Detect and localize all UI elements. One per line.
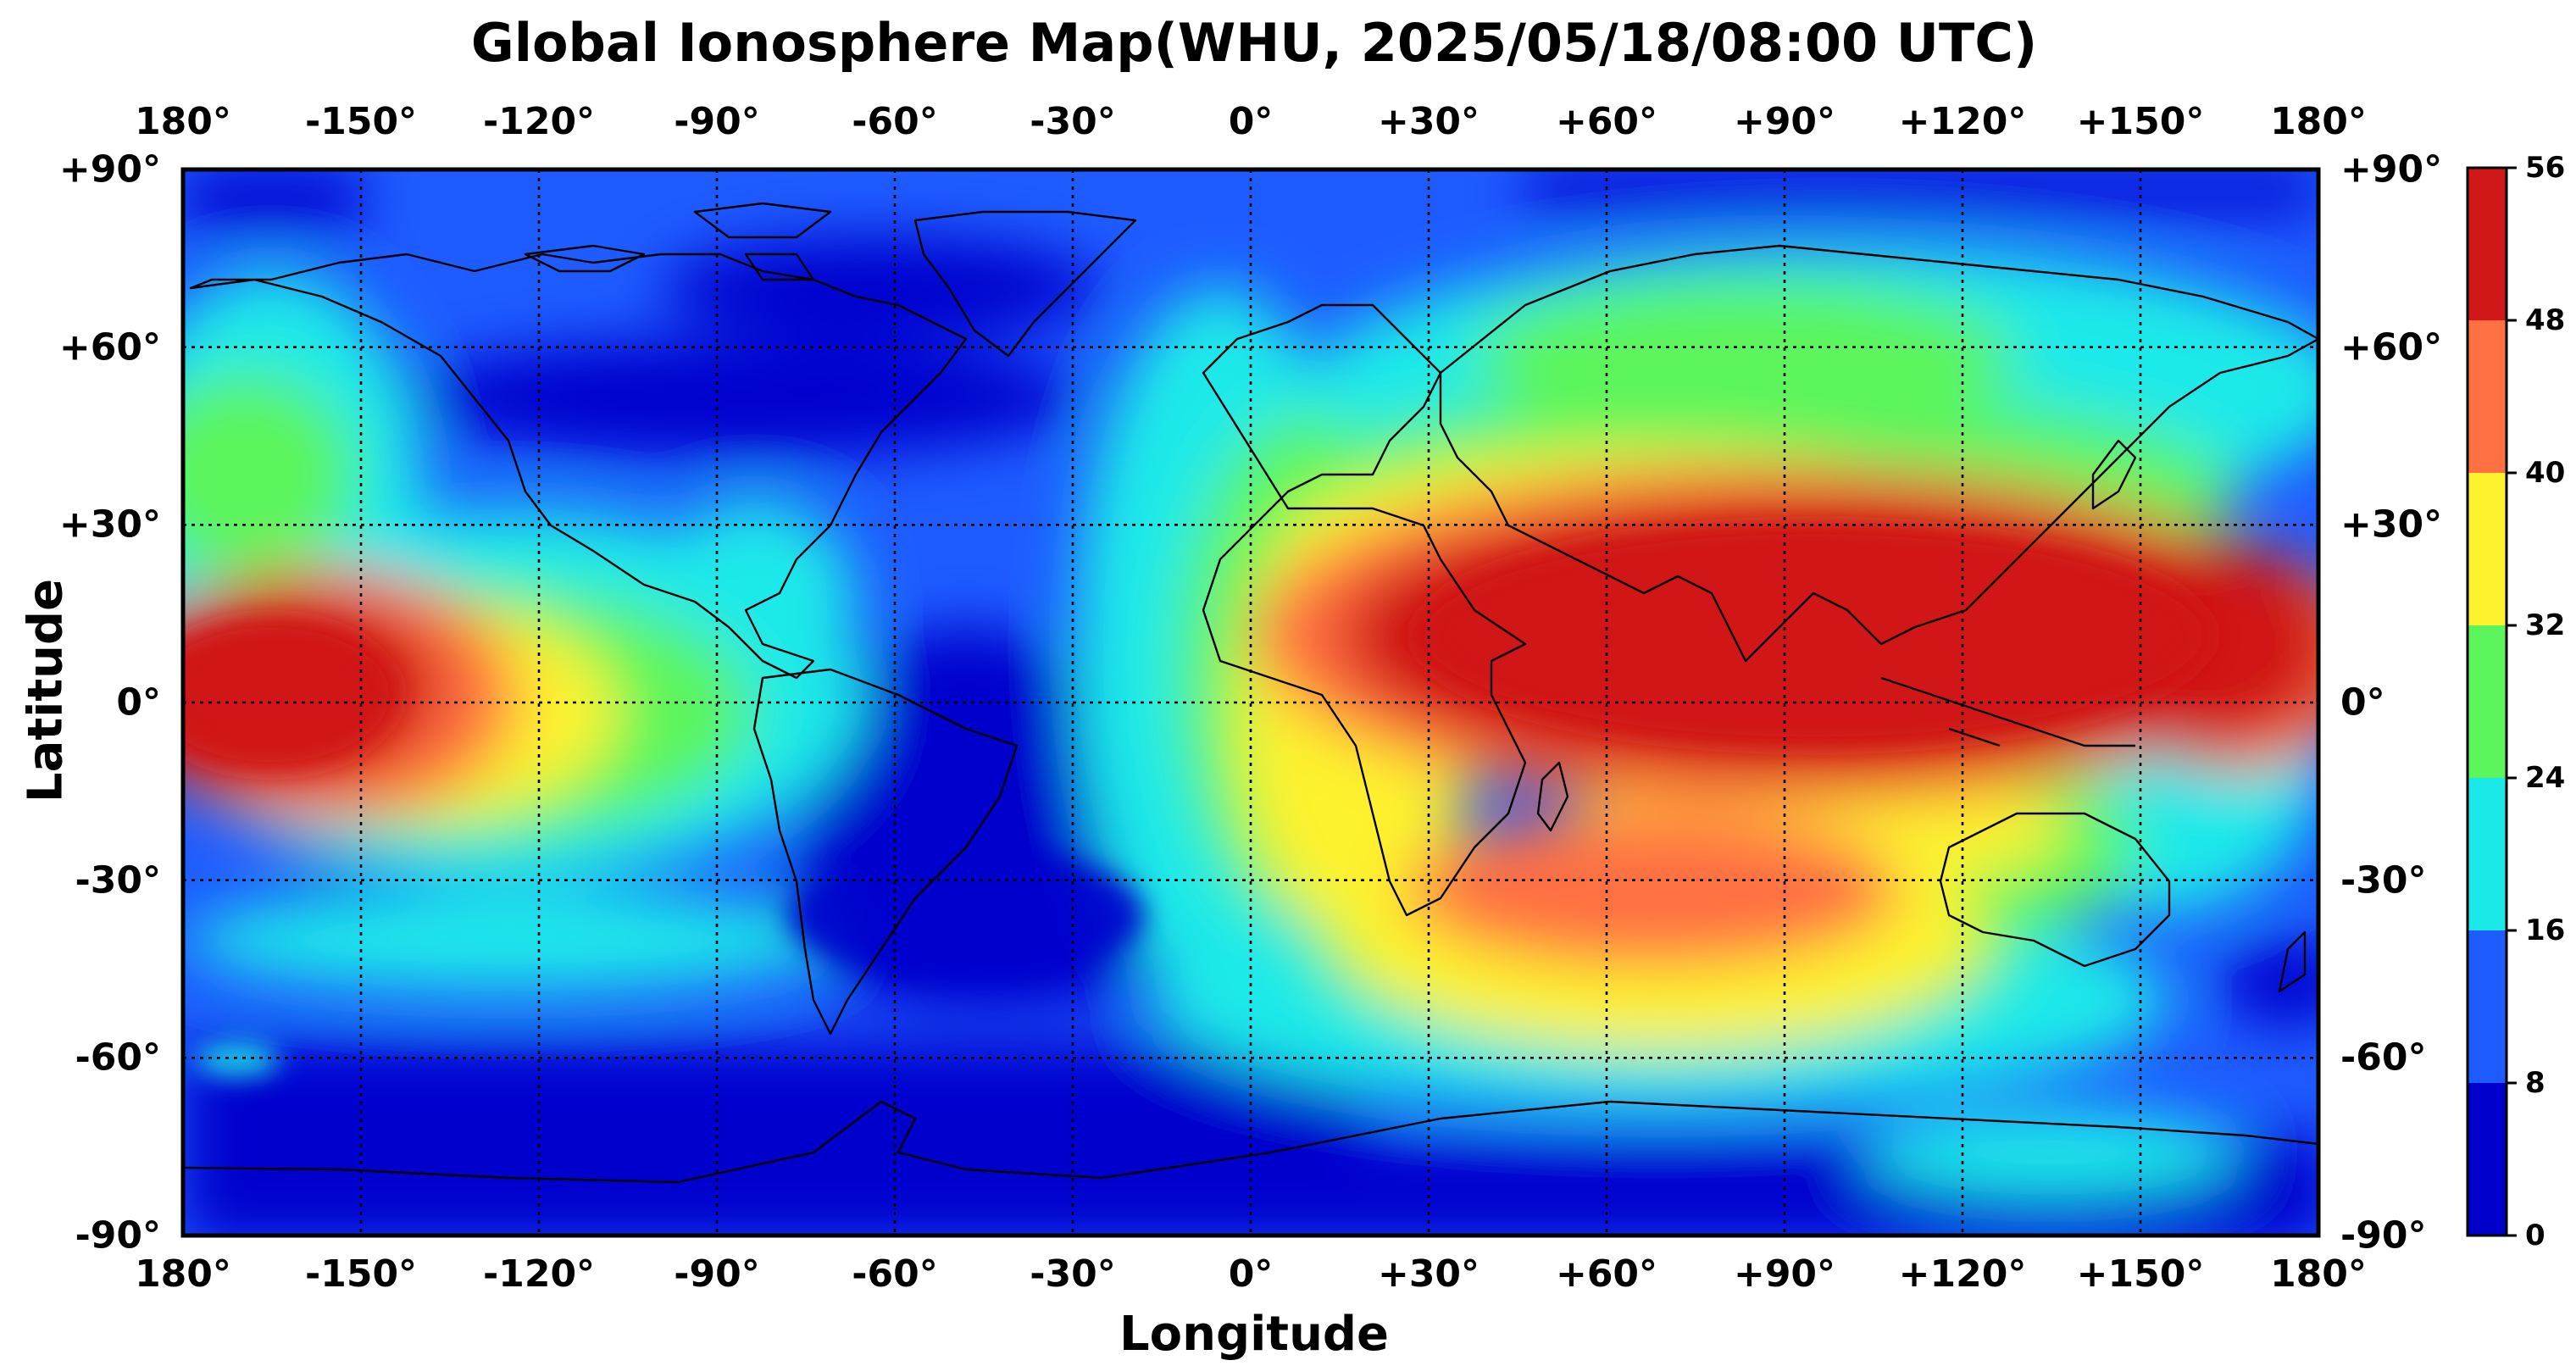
- x-tick-label-bottom: +120°: [1898, 1252, 2027, 1296]
- x-tick-label-top: +120°: [1898, 100, 2027, 143]
- y-tick-label-left: -30°: [75, 858, 162, 902]
- tec-field-detail: [183, 525, 2212, 1076]
- y-tick-label-left: -90°: [75, 1213, 162, 1258]
- x-tick-label-top: 0°: [1228, 100, 1274, 143]
- y-tick-label-right: +90°: [2340, 147, 2443, 192]
- y-tick-label-right: -90°: [2340, 1213, 2427, 1258]
- colorbar-tick-label: 48: [2525, 303, 2566, 337]
- x-tick-label-top: -30°: [1030, 100, 1116, 143]
- chart-title: Global Ionosphere Map(WHU, 2025/05/18/08…: [470, 12, 2038, 74]
- colorbar-tick-label: 24: [2525, 761, 2566, 795]
- x-tick-label-bottom: +60°: [1555, 1252, 1658, 1296]
- x-tick-label-bottom: -90°: [674, 1252, 760, 1296]
- colorbar-tick-label: 32: [2525, 608, 2566, 642]
- y-tick-label-left: +60°: [58, 325, 161, 369]
- x-tick-label-top: -60°: [852, 100, 938, 143]
- x-tick-label-bottom: +30°: [1377, 1252, 1480, 1296]
- colorbar-tick-label: 40: [2525, 456, 2566, 490]
- colorbar-tick-label: 16: [2525, 913, 2566, 947]
- map-frame: [180, 167, 2321, 1238]
- x-tick-label-bottom: 0°: [1228, 1252, 1274, 1296]
- x-tick-label-top: +150°: [2076, 100, 2205, 143]
- x-tick-label-bottom: -60°: [852, 1252, 938, 1296]
- x-axis-label: Longitude: [1119, 1307, 1390, 1362]
- y-tick-label-right: +30°: [2340, 503, 2443, 547]
- x-tick-label-bottom: 180°: [2270, 1252, 2367, 1296]
- colorbar-tick-label: 8: [2525, 1066, 2545, 1100]
- y-tick-label-right: -60°: [2340, 1036, 2427, 1080]
- colorbar-frame: [2466, 166, 2508, 1237]
- x-tick-label-bottom: -120°: [482, 1252, 596, 1296]
- y-tick-label-left: -60°: [75, 1036, 162, 1080]
- colorbar-tick-label: 0: [2525, 1219, 2545, 1252]
- map-plot-area: [183, 169, 2318, 1236]
- y-tick-label-right: 0°: [2340, 680, 2385, 725]
- x-tick-label-bottom: +150°: [2076, 1252, 2205, 1296]
- colorbar: [2466, 166, 2508, 1237]
- y-tick-label-left: +30°: [58, 503, 161, 547]
- y-tick-label-left: 0°: [116, 680, 161, 725]
- x-tick-label-top: +30°: [1377, 100, 1480, 143]
- x-tick-label-top: +90°: [1733, 100, 1836, 143]
- x-tick-label-bottom: -150°: [304, 1252, 418, 1296]
- x-tick-label-bottom: +90°: [1733, 1252, 1836, 1296]
- y-tick-label-left: +90°: [58, 147, 161, 192]
- y-axis-label: Latitude: [18, 578, 74, 803]
- graticule: [183, 169, 2318, 1236]
- y-tick-label-right: +60°: [2340, 325, 2443, 369]
- colorbar-tick-label: 56: [2525, 151, 2566, 185]
- x-tick-label-top: -90°: [674, 100, 760, 143]
- x-tick-label-bottom: -30°: [1030, 1252, 1116, 1296]
- x-tick-label-top: -120°: [482, 100, 596, 143]
- y-tick-label-right: -30°: [2340, 858, 2427, 902]
- coastlines: [183, 202, 2318, 1184]
- x-tick-label-top: 180°: [2270, 100, 2367, 143]
- x-tick-label-top: 180°: [135, 100, 231, 143]
- x-tick-label-top: +60°: [1555, 100, 1658, 143]
- x-tick-label-top: -150°: [304, 100, 418, 143]
- x-tick-label-bottom: 180°: [135, 1252, 231, 1296]
